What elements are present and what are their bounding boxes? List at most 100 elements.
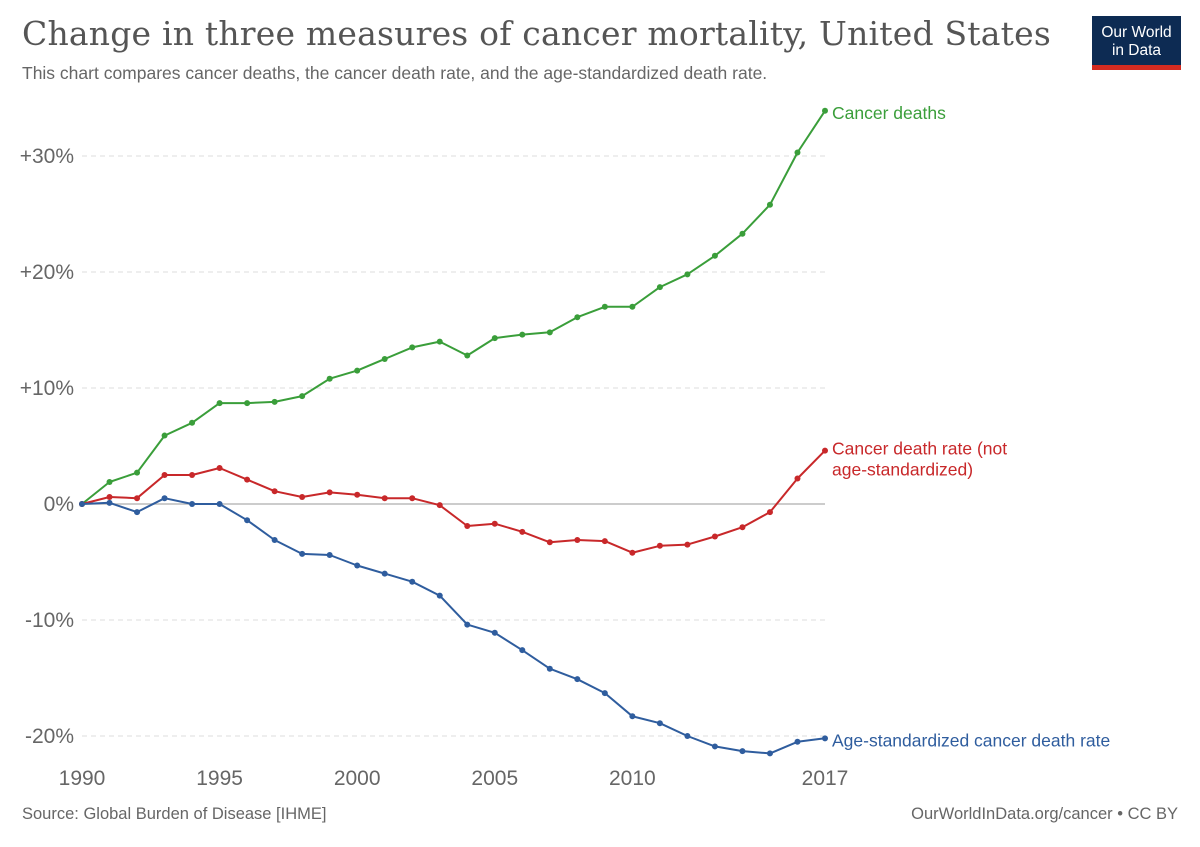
data-point[interactable] [134,509,141,516]
data-point[interactable] [161,432,168,439]
data-point[interactable] [354,367,361,374]
data-point[interactable] [656,542,663,549]
data-point[interactable] [601,538,608,545]
data-point[interactable] [711,743,718,750]
owid-logo[interactable]: Our World in Data [1092,16,1181,70]
data-point[interactable] [519,331,526,338]
series-line-2[interactable] [81,497,826,755]
data-point[interactable] [354,491,361,498]
grid-lines [82,155,825,737]
data-point[interactable] [216,465,223,472]
data-point[interactable] [711,533,718,540]
data-point[interactable] [299,494,306,501]
y-tick-label: -20% [25,725,74,748]
data-point[interactable] [546,665,553,672]
data-point[interactable] [106,478,113,485]
data-point[interactable] [134,469,141,476]
data-point[interactable] [684,541,691,548]
data-point[interactable] [601,303,608,310]
data-point[interactable] [656,720,663,727]
data-point[interactable] [161,495,168,502]
series-label: Age-standardized cancer death rate [832,730,1110,750]
data-point[interactable] [574,536,581,543]
data-point[interactable] [271,398,278,405]
chart-subtitle: This chart compares cancer deaths, the c… [22,63,768,83]
data-point[interactable] [822,735,828,742]
data-point[interactable] [766,509,773,516]
data-point[interactable] [216,501,223,507]
y-tick-label: -10% [25,609,74,632]
data-point[interactable] [189,501,196,507]
data-point[interactable] [161,472,168,478]
data-point[interactable] [491,335,498,342]
data-point[interactable] [354,562,361,569]
data-point[interactable] [216,400,223,407]
data-point[interactable] [574,314,581,321]
data-point[interactable] [299,393,306,400]
data-point[interactable] [519,528,526,535]
data-point[interactable] [822,447,828,454]
data-point[interactable] [326,375,333,382]
data-point[interactable] [244,517,251,524]
data-point[interactable] [794,149,801,156]
data-point[interactable] [436,338,443,345]
data-point[interactable] [684,271,691,278]
data-point[interactable] [739,748,746,755]
source-url[interactable]: OurWorldInData.org/cancer • CC BY [911,805,1178,823]
data-point[interactable] [711,252,718,259]
data-point[interactable] [574,676,581,683]
y-tick-label: 0% [44,493,74,516]
data-point[interactable] [822,107,828,114]
series-label: age-standardized) [832,460,973,480]
data-point[interactable] [546,329,553,336]
data-point[interactable] [629,713,636,720]
x-tick-label: 2000 [334,767,381,790]
chart-title: Change in three measures of cancer morta… [22,14,1051,53]
data-point[interactable] [656,284,663,291]
data-point[interactable] [794,738,801,745]
data-point[interactable] [491,520,498,527]
data-point[interactable] [684,733,691,739]
data-point[interactable] [464,523,471,530]
logo-accent-bar [1092,65,1181,70]
data-point[interactable] [546,539,553,546]
data-point[interactable] [299,550,306,557]
data-point[interactable] [271,536,278,543]
data-point[interactable] [766,750,773,757]
data-point[interactable] [381,495,388,502]
data-point[interactable] [409,344,416,351]
data-point[interactable] [629,303,636,310]
data-point[interactable] [794,475,801,482]
data-point[interactable] [134,495,141,502]
data-point[interactable] [271,488,278,495]
data-point[interactable] [436,502,443,509]
data-point[interactable] [79,501,85,507]
series-line-0[interactable] [81,110,826,505]
data-point[interactable] [244,400,251,407]
data-point[interactable] [739,230,746,237]
data-point[interactable] [326,489,333,496]
data-point[interactable] [491,629,498,636]
data-point[interactable] [601,690,608,697]
data-point[interactable] [381,356,388,362]
data-point[interactable] [409,495,416,502]
y-tick-label: +30% [20,145,74,168]
data-point[interactable] [381,570,388,577]
data-point[interactable] [409,578,416,585]
data-point[interactable] [106,499,113,506]
data-point[interactable] [629,549,636,556]
data-point[interactable] [464,352,471,359]
data-point[interactable] [766,201,773,208]
data-point[interactable] [244,476,251,483]
data-point[interactable] [326,552,333,559]
data-point[interactable] [106,494,113,501]
series-line-1[interactable] [81,449,826,554]
data-point[interactable] [189,472,196,478]
data-point[interactable] [189,419,196,426]
y-axis-ticks: +30% +20% +10% 0% -10% -20% [20,145,74,748]
data-point[interactable] [464,621,471,628]
data-point[interactable] [519,647,526,654]
data-point[interactable] [739,524,746,531]
data-point[interactable] [436,592,443,599]
